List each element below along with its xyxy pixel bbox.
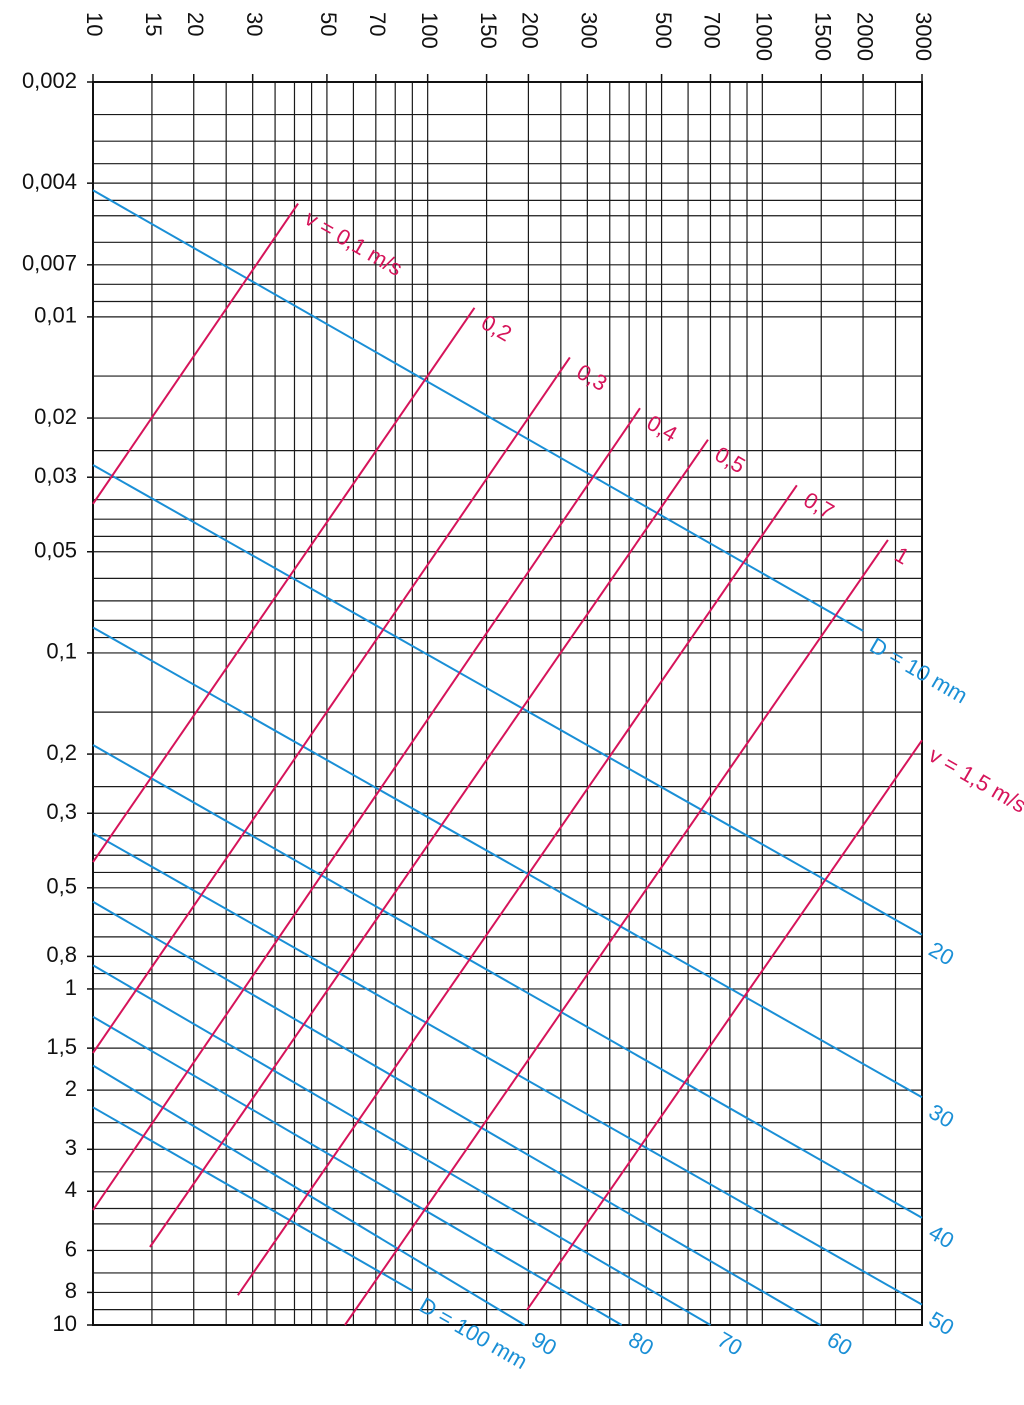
series-label: 70 [713,1327,747,1361]
x-tick-label: 100 [417,12,442,49]
series-label: 40 [925,1220,959,1254]
x-tick-label: 1000 [752,12,777,61]
x-tick-label: 70 [365,12,390,36]
series-line [92,356,571,1054]
series-label: 0,3 [572,359,611,396]
y-tick-label: 1 [65,975,77,1000]
x-tick-label: 20 [183,12,208,36]
x-tick-label: 30 [242,12,267,36]
y-tick-label: 0,002 [22,68,77,93]
x-tick-label: 15 [141,12,166,36]
series-label: 0,2 [477,310,516,347]
y-tick-label: 0,004 [22,169,77,194]
series-label: 0,4 [643,410,682,447]
series-line [92,1064,526,1326]
series-label: 30 [925,1099,959,1133]
y-tick-label: 10 [53,1311,77,1336]
y-tick-label: 0,03 [34,463,77,488]
y-tick-label: 0,05 [34,538,77,563]
series-label: D = 100 mm [415,1292,532,1374]
series-line [149,439,709,1248]
series-line [92,964,711,1326]
series-line [92,900,821,1326]
plot-frame [92,81,923,1326]
series-label: 80 [624,1327,658,1361]
y-tick-label: 0,02 [34,404,77,429]
x-tick-label: 1500 [810,12,835,61]
y-tick-label: 3 [65,1135,77,1160]
series-label: D = 10 mm [866,633,972,709]
series-line [344,539,889,1326]
y-tick-label: 0,3 [46,799,77,824]
series-label: 90 [527,1327,561,1361]
series-label: 1 [891,542,914,570]
y-tick-label: 6 [65,1236,77,1261]
y-tick-label: 0,1 [46,639,77,664]
y-tick-label: 1,5 [46,1034,77,1059]
series-line [237,484,798,1296]
series-line [92,464,923,936]
y-tick-label: 4 [65,1177,77,1202]
series-label: 60 [823,1327,857,1361]
x-tick-label: 10 [82,12,107,36]
series-line [92,832,923,1306]
series-label: 20 [925,937,959,971]
y-tick-label: 8 [65,1278,77,1303]
x-tick-label: 200 [518,12,543,49]
series-line [92,744,923,1219]
series-line [92,626,923,1099]
series-line [92,307,476,863]
x-tick-label: 3000 [911,12,936,61]
series-line [92,202,299,505]
series-line [92,189,864,632]
series-label: 0,7 [799,487,838,524]
y-tick-label: 0,2 [46,740,77,765]
y-tick-label: 0,8 [46,942,77,967]
y-tick-label: 0,007 [22,251,77,276]
x-tick-label: 50 [316,12,341,36]
series-label: 50 [925,1306,959,1340]
series-label: 0,5 [711,441,750,478]
series-line [92,1106,413,1292]
x-tick-label: 500 [651,12,676,49]
x-tick-label: 700 [700,12,725,49]
x-tick-label: 150 [476,12,501,49]
y-tick-label: 0,01 [34,303,77,328]
series-line [526,739,923,1311]
series-line [92,407,641,1211]
x-tick-label: 2000 [852,12,877,61]
series-label: v = 1,5 m/s [925,742,1024,818]
x-tick-label: 300 [577,12,602,49]
y-tick-label: 2 [65,1076,77,1101]
y-tick-label: 0,5 [46,874,77,899]
series-line [92,1015,623,1326]
